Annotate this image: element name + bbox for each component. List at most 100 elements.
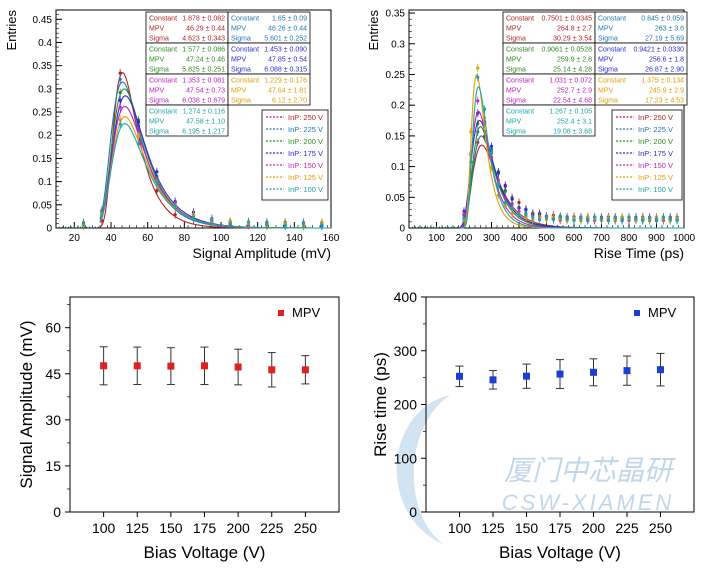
fit-stats-box-125V: [594, 73, 688, 106]
data-point-100V: [173, 203, 177, 208]
legend-entry-200V: InP: 200 V: [288, 137, 323, 146]
fit-stats-box-225V: [227, 11, 311, 44]
fit-param-name: Sigma: [149, 67, 169, 74]
fit-param-name: MPV: [231, 57, 247, 64]
fit-param-value: 1.878 ± 0.082: [182, 16, 225, 23]
fit-param-name: MPV: [231, 88, 247, 95]
data-point-175V: [118, 98, 122, 102]
y-tick-label: 0: [46, 224, 52, 235]
data-point-100V: [641, 218, 645, 223]
fit-param-value: 17.23 ± 4.53: [645, 98, 684, 105]
mpv-point-225V: [268, 366, 276, 374]
x-tick-label: 1000: [673, 233, 696, 244]
data-point-250V: [155, 189, 159, 193]
data-point-150V: [476, 99, 480, 103]
fit-param-name: Constant: [231, 78, 259, 85]
x-tick-label: 250: [294, 520, 318, 536]
fit-param-name: Constant: [231, 16, 259, 23]
y-tick-label: 0.4: [38, 38, 52, 49]
fit-param-name: Sigma: [506, 98, 526, 105]
mpv-point-225V: [623, 367, 631, 375]
data-point-150V: [510, 202, 514, 206]
fit-param-name: Sigma: [598, 36, 618, 43]
x-tick-label: 250: [649, 520, 673, 536]
fit-param-value: 5.601 ± 0.252: [264, 36, 307, 43]
data-point-150V: [118, 105, 122, 109]
x-tick-label: 200: [226, 520, 250, 536]
data-point-100V: [531, 215, 535, 220]
fit-param-value: 46.29 ± 0.44: [186, 26, 225, 33]
watermark-logo-icon: [396, 395, 450, 545]
mpv-point-200V: [234, 363, 242, 371]
fit-param-value: 259.9 ± 2.8: [557, 57, 592, 64]
fit-param-name: Constant: [149, 16, 177, 23]
data-point-150V: [503, 196, 507, 200]
data-point-175V: [136, 120, 141, 124]
fit-param-value: 47.58 ± 1.10: [186, 119, 225, 126]
y-tick-label: 0.1: [38, 177, 52, 188]
fit-param-value: 6.12 ± 2.70: [272, 98, 307, 105]
x-tick-label: 200: [456, 233, 473, 244]
fit-param-value: 19.08 ± 3.68: [553, 129, 592, 136]
data-point-100V: [489, 151, 494, 155]
data-point-250V: [517, 200, 521, 205]
x-tick-label: 225: [615, 520, 639, 536]
amplitude-hist-xlabel: Signal Amplitude (mV): [192, 245, 331, 261]
data-point-100V: [155, 179, 159, 184]
fit-param-name: Sigma: [231, 98, 251, 105]
legend-box: [261, 109, 329, 201]
amplitude-mpv-xlabel: Bias Voltage (V): [144, 543, 266, 562]
y-tick-label: 0: [409, 504, 417, 520]
fit-param-value: 47.64 ± 1.81: [268, 88, 307, 95]
fit-stats-box-225V: [594, 11, 688, 44]
data-point-100V: [579, 216, 583, 220]
y-tick-label: 15: [45, 458, 61, 474]
x-tick-label: 175: [193, 520, 217, 536]
legend-entry-100V: InP: 100 V: [288, 185, 323, 194]
fit-param-name: Constant: [506, 16, 534, 23]
data-point-100V: [668, 217, 672, 221]
x-tick-label: 300: [483, 233, 500, 244]
fit-param-name: Constant: [598, 47, 626, 54]
fit-param-value: 1.375 ± 0.134: [641, 78, 684, 85]
x-tick-label: 0: [406, 233, 412, 244]
amplitude-hist-ylabel: Entries: [4, 10, 19, 51]
fit-param-name: Constant: [598, 16, 626, 23]
y-tick-label: 100: [394, 450, 418, 466]
data-point-100V: [538, 218, 542, 222]
legend-entry-125V: InP: 125 V: [638, 173, 673, 182]
y-tick-label: 0.05: [386, 193, 406, 204]
x-tick-label: 120: [249, 233, 266, 244]
x-tick-label: 100: [213, 233, 230, 244]
fit-param-value: 0.9421 ± 0.0330: [633, 47, 684, 54]
fit-param-value: 0.9061 ± 0.0528: [541, 47, 592, 54]
data-point-250V: [173, 212, 177, 217]
data-point-100V: [496, 182, 500, 186]
y-tick-label: 0.3: [38, 84, 52, 95]
fit-param-value: 0.7501 ± 0.0345: [541, 16, 592, 23]
y-tick-label: 200: [394, 397, 418, 413]
y-tick-label: 0.3: [391, 39, 405, 50]
watermark-en: CSW-XIAMEN: [502, 490, 675, 515]
x-tick-label: 140: [286, 233, 303, 244]
legend-marker: [634, 310, 640, 316]
legend-entry-225V: InP: 225 V: [288, 125, 323, 134]
risetime-mpv-plot-area: 0 100 200 300 400 100 125 150 175 200 225 250: [394, 289, 695, 536]
fit-param-name: Constant: [598, 78, 626, 85]
legend-entry-175V: InP: 175 V: [288, 149, 323, 158]
fit-param-name: Sigma: [506, 129, 526, 136]
fit-param-name: Sigma: [598, 98, 618, 105]
fit-param-name: Sigma: [149, 98, 169, 105]
data-point-100V: [524, 212, 528, 217]
data-point-200V: [503, 189, 507, 194]
data-point-100V: [510, 206, 514, 211]
data-point-100V: [634, 217, 638, 221]
fit-param-value: 1.229 ± 0.176: [264, 78, 307, 85]
amplitude-mpv-ylabel: Signal Amplitude (mV): [17, 320, 36, 488]
data-point-125V: [118, 118, 122, 122]
data-point-200V: [118, 91, 122, 95]
y-tick-label: 0.05: [33, 200, 53, 211]
data-point-100V: [265, 222, 269, 226]
data-point-175V: [489, 144, 494, 148]
fit-param-name: Constant: [149, 78, 177, 85]
